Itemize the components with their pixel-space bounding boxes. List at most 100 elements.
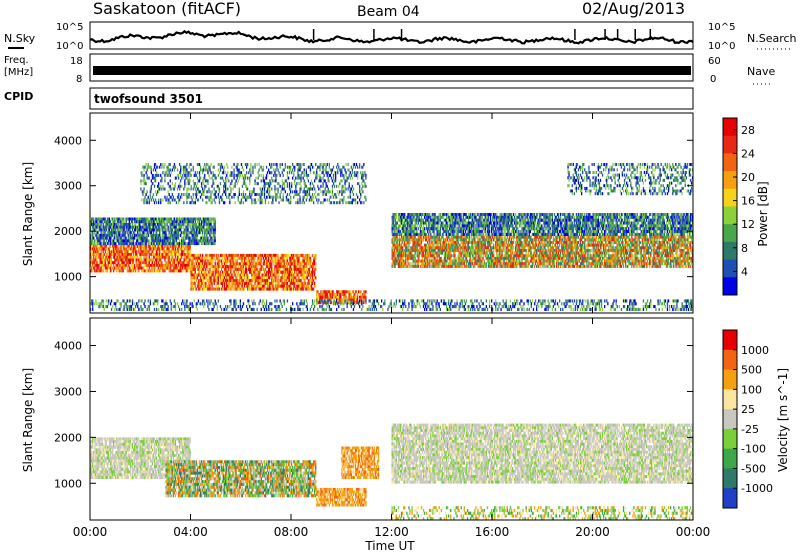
heatmap-cell <box>652 265 653 268</box>
heatmap-cell <box>265 285 266 288</box>
heatmap-cell <box>662 262 663 265</box>
heatmap-cell <box>455 257 456 260</box>
heatmap-cell <box>235 257 236 260</box>
heatmap-cell <box>484 236 485 239</box>
heatmap-cell <box>573 257 574 260</box>
heatmap-cell <box>147 267 148 270</box>
heatmap-cell <box>659 254 660 257</box>
heatmap-cell <box>540 260 541 263</box>
heatmap-cell <box>551 236 552 239</box>
heatmap-cell <box>116 245 117 248</box>
heatmap-cell <box>479 238 480 241</box>
heatmap-cell <box>115 253 116 256</box>
heatmap-cell <box>560 252 561 255</box>
heatmap-cell <box>204 288 205 291</box>
heatmap-cell <box>192 271 193 274</box>
heatmap-cell <box>286 279 287 282</box>
heatmap-cell <box>113 269 114 272</box>
heatmap-cell <box>242 260 243 263</box>
heatmap-cell <box>287 260 288 263</box>
heatmap-cell <box>627 252 628 255</box>
heatmap-cell <box>464 262 465 265</box>
heatmap-cell <box>97 245 98 248</box>
heatmap-cell <box>101 250 102 253</box>
heatmap-cell <box>608 246 609 249</box>
heatmap-cell <box>650 262 651 265</box>
heatmap-cell <box>251 282 252 285</box>
heatmap-cell <box>115 261 116 264</box>
heatmap-cell <box>157 250 158 253</box>
noise-left-bottom: 10^0 <box>56 41 83 52</box>
heatmap-cell <box>194 262 195 265</box>
heatmap-cell <box>602 260 603 263</box>
heatmap-cell <box>158 261 159 264</box>
heatmap-cell <box>412 262 413 265</box>
heatmap-cell <box>236 265 237 268</box>
heatmap-cell <box>494 238 495 241</box>
heatmap-cell <box>181 269 182 272</box>
heatmap-cell <box>649 265 650 268</box>
heatmap-cell <box>673 265 674 268</box>
heatmap-cell <box>630 257 631 260</box>
heatmap-cell <box>641 249 642 252</box>
heatmap-cell <box>126 264 127 267</box>
heatmap-cell <box>429 265 430 268</box>
heatmap-cell <box>628 236 629 239</box>
heatmap-cell <box>540 244 541 247</box>
heatmap-cell <box>250 271 251 274</box>
heatmap-cell <box>577 249 578 252</box>
heatmap-cell <box>196 279 197 282</box>
heatmap-cell <box>197 276 198 279</box>
heatmap-cell <box>668 260 669 263</box>
heatmap-cell <box>287 282 288 285</box>
heatmap-cell <box>644 265 645 268</box>
heatmap-cell <box>580 241 581 244</box>
heatmap-cell <box>206 276 207 279</box>
heatmap-cell <box>190 248 191 251</box>
heatmap-cell <box>222 262 223 265</box>
heatmap-cell <box>290 265 291 268</box>
heatmap-cell <box>560 254 561 257</box>
heatmap-cell <box>415 252 416 255</box>
heatmap-cell <box>337 293 338 296</box>
heatmap-cell <box>205 260 206 263</box>
heatmap-cell <box>307 276 308 279</box>
heatmap-cell <box>169 259 170 262</box>
heatmap-cell <box>315 276 316 279</box>
heatmap-cell <box>558 265 559 268</box>
heatmap-cell <box>620 262 621 265</box>
heatmap-cell <box>394 249 395 252</box>
heatmap-cell <box>542 265 543 268</box>
heatmap-cell <box>244 285 245 288</box>
heatmap-cell <box>546 238 547 241</box>
heatmap-cell <box>486 262 487 265</box>
heatmap-cell <box>159 250 160 253</box>
heatmap-cell <box>438 244 439 247</box>
heatmap-cell <box>275 257 276 260</box>
heatmap-cell <box>254 260 255 263</box>
heatmap-cell <box>516 260 517 263</box>
heatmap-cell <box>91 256 92 259</box>
heatmap-cell <box>656 238 657 241</box>
heatmap-cell <box>310 257 311 260</box>
heatmap-cell <box>261 260 262 263</box>
heatmap-cell <box>218 254 219 257</box>
heatmap-cell <box>535 262 536 265</box>
heatmap-cell <box>280 268 281 271</box>
heatmap-cell <box>597 265 598 268</box>
heatmap-cell <box>271 262 272 265</box>
heatmap-cell <box>311 285 312 288</box>
heatmap-cell <box>439 236 440 239</box>
heatmap-cell <box>205 282 206 285</box>
heatmap-cell <box>292 271 293 274</box>
heatmap-cell <box>149 250 150 253</box>
heatmap-cell <box>634 238 635 241</box>
heatmap-cell <box>199 271 200 274</box>
heatmap-cell <box>153 259 154 262</box>
heatmap-cell <box>538 238 539 241</box>
heatmap-cell <box>491 249 492 252</box>
heatmap-cell <box>182 248 183 251</box>
station-title: Saskatoon (fitACF) <box>93 0 241 18</box>
heatmap-cell <box>576 257 577 260</box>
heatmap-cell <box>469 236 470 239</box>
